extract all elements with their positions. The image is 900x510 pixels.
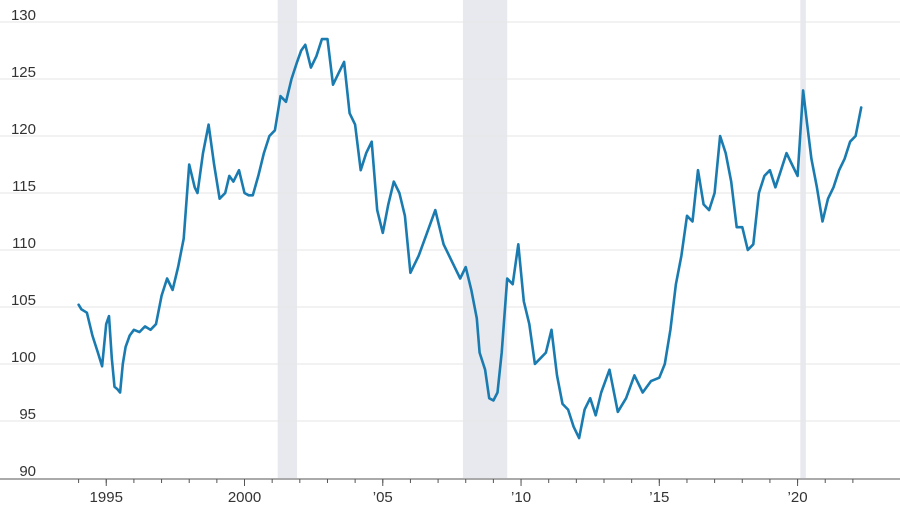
y-axis-labels: 90 95 100 105 110 115 120 125 130 xyxy=(11,7,36,480)
y-tick-label-130: 130 xyxy=(11,7,36,24)
x-tick-label-2005: ’05 xyxy=(373,489,393,506)
y-tick-label-105: 105 xyxy=(11,292,36,309)
shaded-period-3 xyxy=(800,0,806,478)
shaded-period-2 xyxy=(462,0,508,478)
x-tick-label-2010: ’10 xyxy=(511,489,531,506)
x-tick-label-2015: ’15 xyxy=(649,489,669,506)
series-group xyxy=(77,37,863,440)
gridlines xyxy=(0,21,900,422)
shaded-periods xyxy=(277,0,806,478)
y-tick-label-90: 90 xyxy=(19,463,36,480)
x-tick-label-2020: ’20 xyxy=(788,489,808,506)
x-tick-label-1995: 1995 xyxy=(90,489,123,506)
series-line-1 xyxy=(77,37,863,440)
y-tick-label-125: 125 xyxy=(11,64,36,81)
y-tick-label-115: 115 xyxy=(12,178,36,195)
y-tick-label-100: 100 xyxy=(11,349,36,366)
y-tick-label-95: 95 xyxy=(19,406,36,423)
shaded-period-1 xyxy=(277,0,298,478)
y-tick-label-110: 110 xyxy=(12,235,36,252)
x-tick-label-2000: 2000 xyxy=(228,489,261,506)
x-axis: 1995 2000 ’05 ’10 ’15 ’20 xyxy=(0,478,900,506)
y-tick-label-120: 120 xyxy=(11,121,36,138)
